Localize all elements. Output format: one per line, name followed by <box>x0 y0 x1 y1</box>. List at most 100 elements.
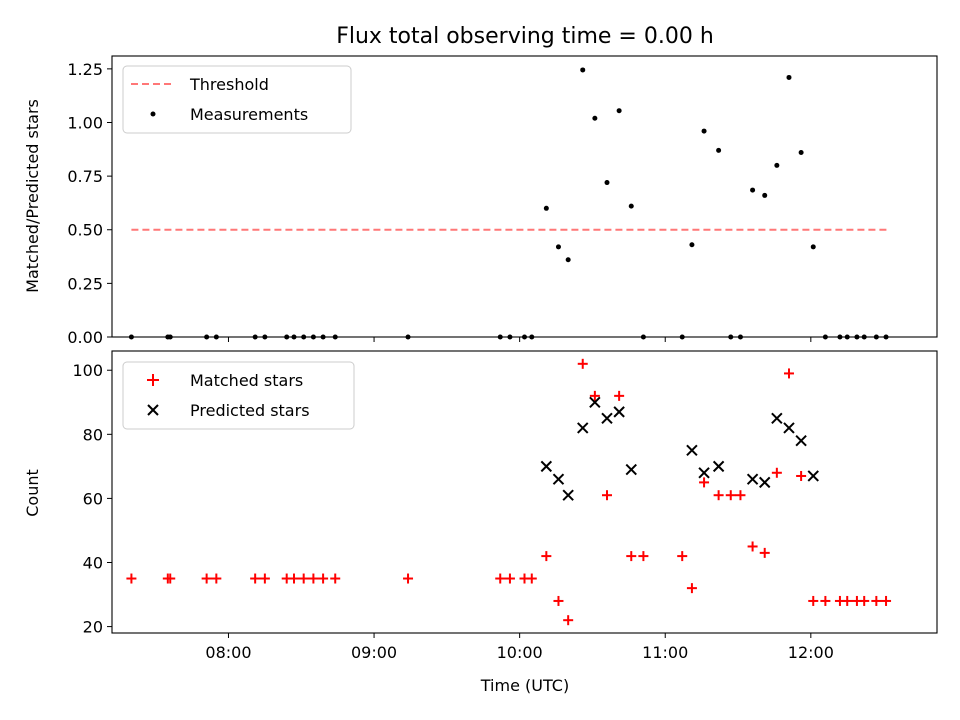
matched-stars-point <box>747 541 758 552</box>
top-chart-title: Flux total observing time = 0.00 h <box>336 24 714 49</box>
matched-stars-point <box>259 573 270 584</box>
measurement-point <box>580 67 586 73</box>
matched-stars-point <box>783 368 794 379</box>
matched-stars-point <box>808 595 819 606</box>
measurement-point <box>310 334 316 340</box>
matched-stars-point <box>589 390 600 401</box>
y-tick-label: 80 <box>83 425 103 444</box>
matched-stars-point <box>602 490 612 501</box>
matched-stars-point <box>881 595 892 606</box>
predicted-stars-legend-label: Predicted stars <box>190 401 310 420</box>
matched-stars-point <box>771 467 782 478</box>
measurement-point <box>728 334 734 340</box>
measurement-point <box>837 334 843 340</box>
predicted-stars-legend-swatch <box>147 404 159 416</box>
measurement-point <box>497 334 503 340</box>
measurement-point <box>284 334 290 340</box>
x-tick-label: 12:00 <box>788 643 834 662</box>
measurement-point <box>543 205 549 211</box>
measurement-point <box>689 242 695 248</box>
predicted-stars-point <box>577 422 589 434</box>
measurements-legend-swatch <box>150 111 156 117</box>
matched-stars-point <box>288 573 299 584</box>
top-y-axis-label: Matched/Predicted stars <box>23 99 42 293</box>
measurement-point <box>750 187 756 193</box>
measurement-point <box>167 334 173 340</box>
matched-stars-point <box>308 573 319 584</box>
y-tick-label: 0.75 <box>67 167 103 186</box>
predicted-stars-point <box>795 435 807 447</box>
matched-stars-point <box>504 573 515 584</box>
measurement-point <box>786 74 792 80</box>
measurement-point <box>529 334 535 340</box>
measurement-point <box>762 192 768 198</box>
measurement-point <box>628 203 634 209</box>
matched-stars-point <box>859 595 870 606</box>
y-tick-label: 40 <box>83 554 103 573</box>
matched-stars-point <box>526 573 537 584</box>
matched-stars-point <box>495 573 506 584</box>
measurement-point <box>737 334 743 340</box>
measurement-point <box>291 334 297 340</box>
matched-stars-point <box>563 615 574 626</box>
matched-stars-point <box>201 573 212 584</box>
measurement-point <box>332 334 338 340</box>
predicted-stars-point <box>589 396 601 408</box>
matched-stars-point <box>318 573 329 584</box>
y-tick-label: 60 <box>83 489 103 508</box>
measurement-point <box>716 147 722 153</box>
measurement-point <box>854 334 860 340</box>
measurement-point <box>204 334 210 340</box>
x-tick-label: 08:00 <box>205 643 251 662</box>
matched-stars-point <box>211 573 222 584</box>
predicted-stars-point <box>771 412 783 425</box>
matched-stars-point <box>614 390 625 401</box>
predicted-stars-point <box>601 412 613 425</box>
matched-stars-point <box>403 573 414 584</box>
top-legend-box <box>122 65 352 134</box>
matched-stars-point <box>165 573 176 584</box>
threshold-legend-label: Threshold <box>189 75 269 94</box>
matched-stars-point <box>577 358 588 369</box>
y-tick-label: 0.25 <box>67 274 103 293</box>
measurement-point <box>810 244 816 250</box>
y-tick-label: 1.25 <box>67 60 103 79</box>
matched-stars-point <box>713 490 724 501</box>
predicted-stars-point <box>807 470 819 482</box>
measurement-point <box>555 244 561 250</box>
predicted-stars-point <box>613 406 625 418</box>
measurement-point <box>616 108 622 114</box>
bottom-plot-panel: 20 40 60 80 100 08:00 09:00 10:00 11:00 12:00 <box>72 350 938 662</box>
measurement-point <box>565 257 571 263</box>
measurement-point <box>252 334 258 340</box>
matched-stars-point <box>735 490 746 501</box>
measurement-point <box>320 334 326 340</box>
y-tick-label: 20 <box>83 618 103 637</box>
x-tick-label: 10:00 <box>497 643 543 662</box>
matched-stars-point <box>759 547 770 558</box>
matched-stars-point <box>626 551 637 562</box>
measurement-point <box>213 334 219 340</box>
measurement-point <box>507 334 513 340</box>
matched-stars-legend-label: Matched stars <box>190 371 303 390</box>
measurement-point <box>522 334 527 340</box>
matched-stars-point <box>820 595 831 606</box>
predicted-stars-point <box>746 473 759 485</box>
bottom-y-axis-label: Count <box>23 469 42 517</box>
measurement-point <box>822 334 828 340</box>
predicted-stars-point <box>625 463 637 476</box>
measurements-legend-label: Measurements <box>190 105 308 124</box>
bottom-legend-box <box>122 361 355 430</box>
measurement-point <box>861 334 867 340</box>
measurement-point <box>844 334 850 340</box>
predicted-stars-point <box>712 460 725 473</box>
measurement-point <box>604 180 610 186</box>
measurement-point <box>301 334 307 340</box>
matched-stars-point <box>796 470 807 481</box>
matched-stars-point <box>686 583 697 594</box>
measurement-point <box>405 334 411 340</box>
predicted-stars-point <box>759 476 771 489</box>
matched-stars-point <box>699 477 710 488</box>
y-tick-label: 0.00 <box>67 328 103 347</box>
